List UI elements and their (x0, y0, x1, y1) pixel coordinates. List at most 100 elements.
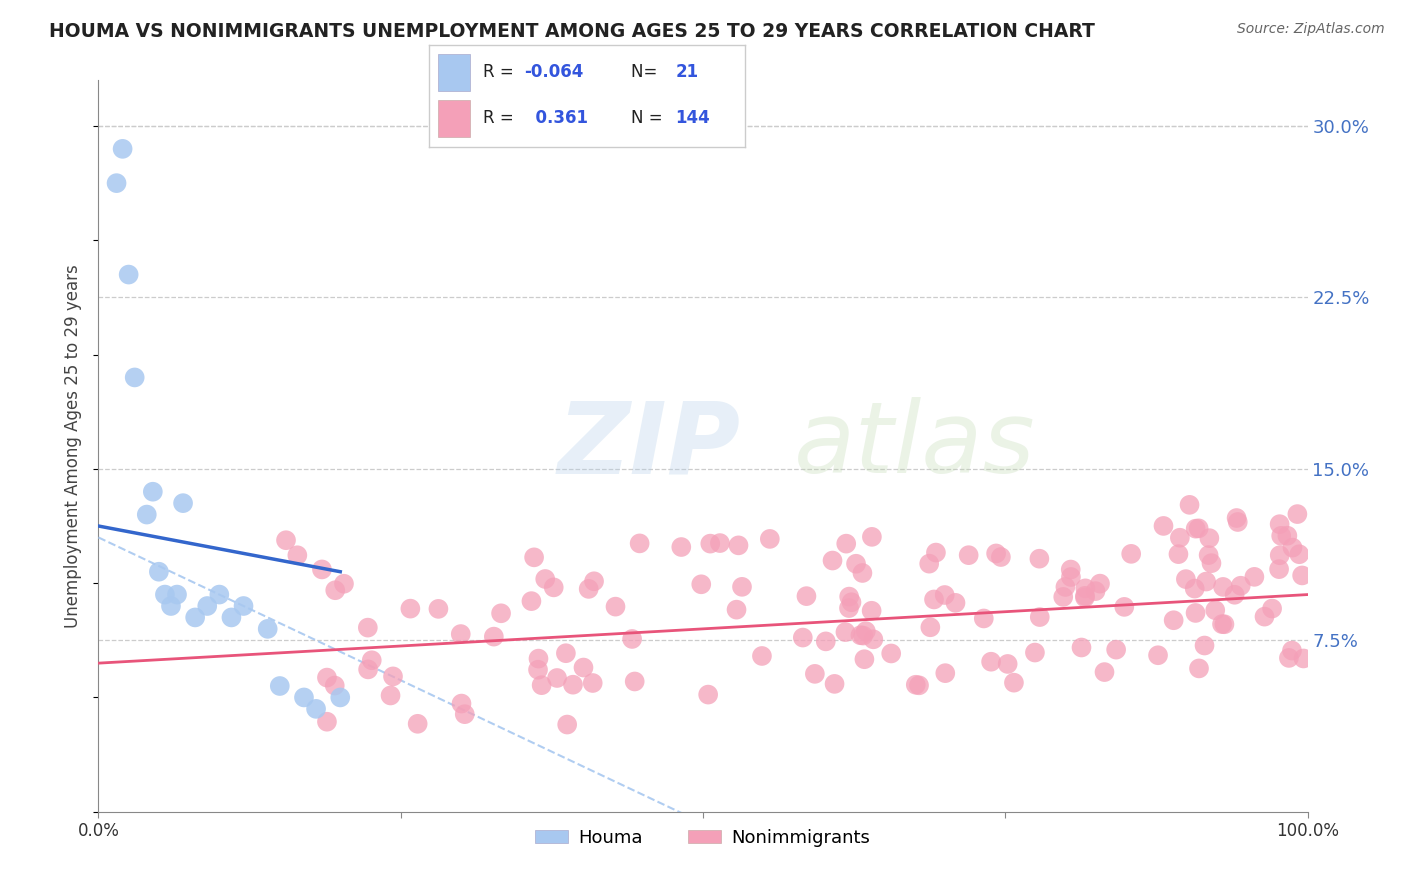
Point (562, 678, 585, 692)
Point (860, 604, 883, 618)
Point (841, 595, 863, 609)
Point (1213, 617, 1236, 632)
Point (1188, 661, 1211, 675)
Point (1261, 601, 1284, 615)
Point (796, 589, 818, 603)
Point (990, 549, 1012, 564)
Point (855, 624, 877, 639)
Point (256, 622, 278, 636)
Point (1268, 548, 1291, 562)
Point (1074, 591, 1097, 605)
Point (1229, 579, 1251, 593)
Point (105, 176, 128, 190)
Point (572, 660, 595, 674)
Point (1188, 521, 1211, 535)
Point (184, 610, 207, 624)
Point (1174, 572, 1197, 586)
Point (838, 601, 860, 615)
Point (208, 588, 231, 602)
Point (1094, 665, 1116, 679)
Point (148, 565, 170, 579)
Point (1211, 617, 1233, 632)
Point (582, 676, 605, 690)
Point (621, 632, 644, 646)
Point (922, 592, 945, 607)
Point (135, 508, 157, 522)
Y-axis label: Unemployment Among Ages 25 to 29 years: Unemployment Among Ages 25 to 29 years (65, 264, 83, 628)
Point (454, 707, 477, 722)
Point (1002, 675, 1025, 690)
Point (142, 484, 165, 499)
Point (671, 540, 693, 554)
Point (527, 663, 550, 677)
Point (1268, 562, 1291, 576)
Point (727, 538, 749, 552)
Point (838, 590, 860, 604)
Point (195, 599, 218, 613)
Point (546, 671, 568, 685)
Text: N =: N = (631, 110, 668, 128)
Point (1084, 584, 1107, 599)
Point (628, 536, 651, 550)
Point (925, 545, 948, 559)
Point (814, 634, 837, 648)
Point (316, 671, 339, 685)
Point (323, 679, 346, 693)
Point (731, 580, 754, 594)
Point (1114, 599, 1136, 614)
Point (945, 596, 967, 610)
Point (824, 677, 846, 691)
Point (124, 370, 146, 384)
Point (1226, 511, 1249, 525)
Point (305, 702, 328, 716)
Point (482, 630, 505, 644)
Point (520, 594, 543, 608)
Point (851, 566, 873, 580)
Point (1024, 646, 1046, 660)
Point (1288, 547, 1310, 561)
Point (1070, 640, 1092, 655)
Text: R =: R = (482, 63, 519, 81)
Point (709, 536, 731, 550)
Point (172, 496, 194, 510)
Bar (439, 100, 470, 137)
Point (1292, 651, 1315, 665)
Point (1194, 639, 1216, 653)
Point (934, 666, 956, 681)
Point (1277, 529, 1299, 543)
Point (1253, 609, 1275, 624)
Point (333, 576, 356, 591)
Point (285, 548, 308, 562)
Point (1168, 531, 1191, 545)
Point (1184, 606, 1206, 620)
Point (1204, 603, 1226, 617)
Point (534, 572, 557, 586)
Point (118, 268, 141, 282)
Point (1088, 576, 1111, 591)
Point (697, 688, 720, 702)
Point (153, 588, 176, 602)
Point (450, 627, 472, 641)
Point (1281, 643, 1303, 657)
Point (690, 577, 713, 591)
Text: R =: R = (482, 110, 519, 128)
Point (1163, 613, 1185, 627)
Point (523, 550, 546, 565)
Point (904, 678, 927, 692)
Legend: Houma, Nonimmigrants: Houma, Nonimmigrants (529, 822, 877, 854)
Point (1291, 568, 1313, 582)
Point (852, 629, 875, 643)
Point (1060, 562, 1083, 576)
Point (860, 530, 883, 544)
Point (1167, 547, 1189, 561)
Text: -0.064: -0.064 (524, 63, 583, 81)
Point (973, 611, 995, 625)
Point (862, 632, 884, 647)
Text: HOUMA VS NONIMMIGRANTS UNEMPLOYMENT AMONG AGES 25 TO 29 YEARS CORRELATION CHART: HOUMA VS NONIMMIGRANTS UNEMPLOYMENT AMON… (49, 22, 1095, 41)
Point (1270, 529, 1292, 543)
Point (699, 536, 721, 550)
Point (1281, 541, 1303, 555)
Point (918, 557, 941, 571)
Point (360, 653, 382, 667)
Point (1278, 651, 1301, 665)
